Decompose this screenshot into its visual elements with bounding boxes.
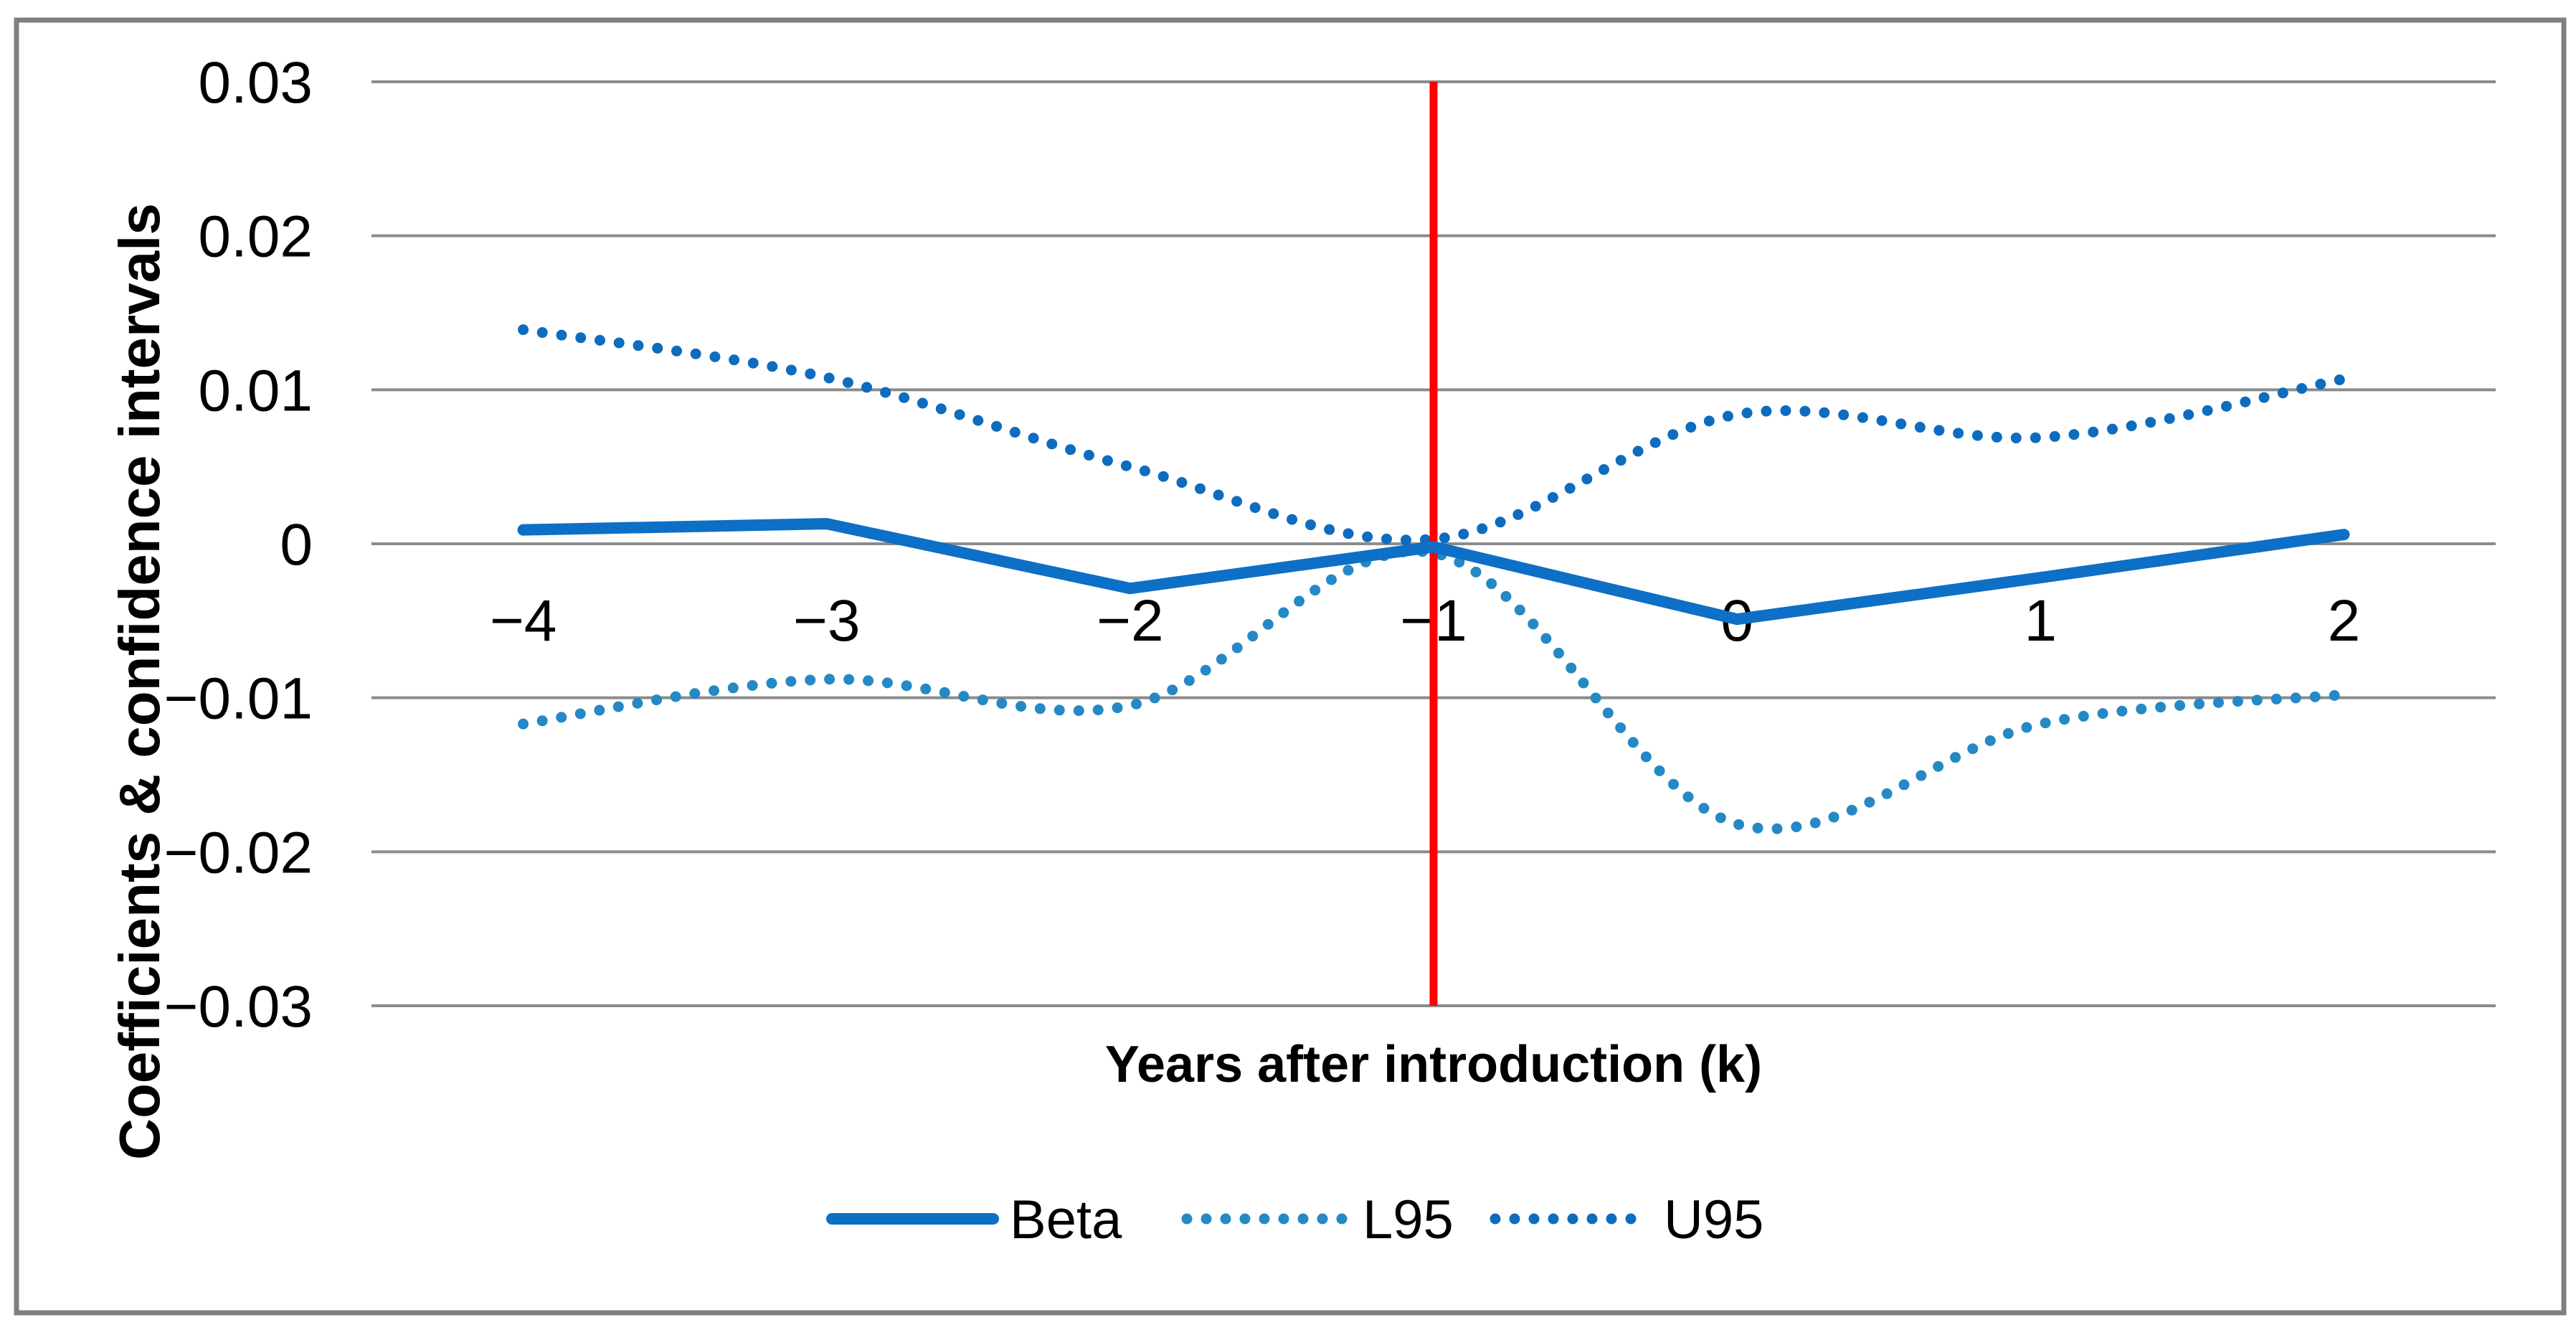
series-u95: [518, 324, 2349, 546]
chart-border: [14, 17, 2567, 1316]
y-tick-label: 0.01: [198, 358, 313, 423]
x-tick-label: 2: [2328, 588, 2361, 654]
x-tick-label: −2: [1097, 588, 1164, 654]
y-axis-title: Coefficients & confidence intervals: [108, 203, 171, 1160]
x-tick-label: 1: [2024, 588, 2057, 654]
x-tick-label: −3: [793, 588, 861, 654]
y-tick-label: −0.02: [164, 820, 313, 885]
legend-beta-label: Beta: [1010, 1189, 1122, 1250]
y-tick-label: 0: [280, 512, 313, 577]
x-tick-label: −4: [490, 588, 557, 654]
series-l95: [518, 546, 2349, 834]
y-tick-label: −0.03: [164, 974, 313, 1039]
y-tick-label: −0.01: [164, 666, 313, 732]
y-tick-label: 0.02: [198, 204, 313, 270]
series-beta: [517, 518, 2350, 626]
y-axis-tick-labels: 0.03 0.02 0.01 0 −0.01 −0.02 −0.03: [164, 50, 313, 1039]
legend-l95-label: L95: [1363, 1189, 1454, 1250]
x-axis-tick-labels: −4 −3 −2 −1 0 1 2: [490, 588, 2360, 654]
legend-u95-label: U95: [1664, 1189, 1763, 1250]
y-tick-label: 0.03: [198, 50, 313, 115]
x-axis-title: Years after introduction (k): [1105, 1036, 1762, 1093]
confidence-interval-lines: [518, 324, 2349, 834]
beta-line: [517, 518, 2350, 626]
legend: Beta L95 U95: [826, 1189, 1763, 1250]
